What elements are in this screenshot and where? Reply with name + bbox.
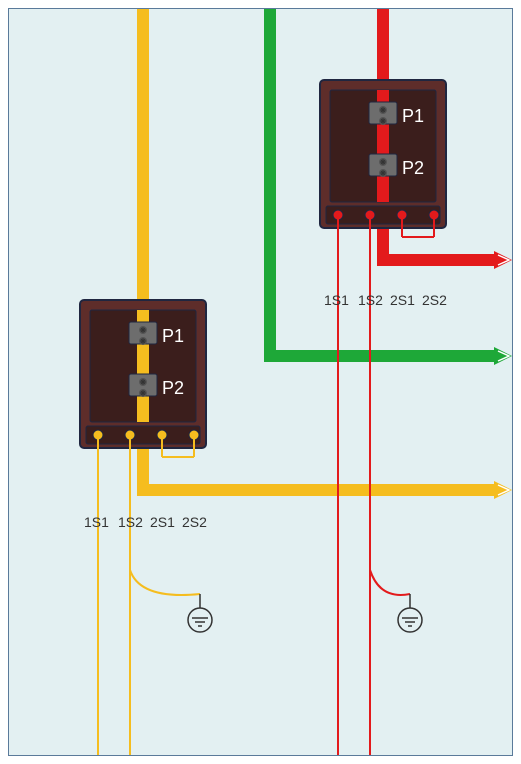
ct-left-term-1s2: 1S2	[118, 514, 143, 530]
ct-left-term-1s1: 1S1	[84, 514, 109, 530]
ct-right-term-1s2: 1S2	[358, 292, 383, 308]
diagram-canvas: P1 P2 P1 P2 1S1 1S2 2S1 2S2 1S1 1S2 2S1 …	[0, 0, 521, 764]
ct-right-p2: P2	[402, 158, 424, 179]
ct-right-term-1s1: 1S1	[324, 292, 349, 308]
ct-left-term-2s1: 2S1	[150, 514, 175, 530]
ct-right-p1: P1	[402, 106, 424, 127]
ct-left-term-2s2: 2S2	[182, 514, 207, 530]
ct-right-term-2s1: 2S1	[390, 292, 415, 308]
diagram-svg	[0, 0, 521, 764]
ct-right-term-2s2: 2S2	[422, 292, 447, 308]
ct-left-p1: P1	[162, 326, 184, 347]
ct-left-p2: P2	[162, 378, 184, 399]
